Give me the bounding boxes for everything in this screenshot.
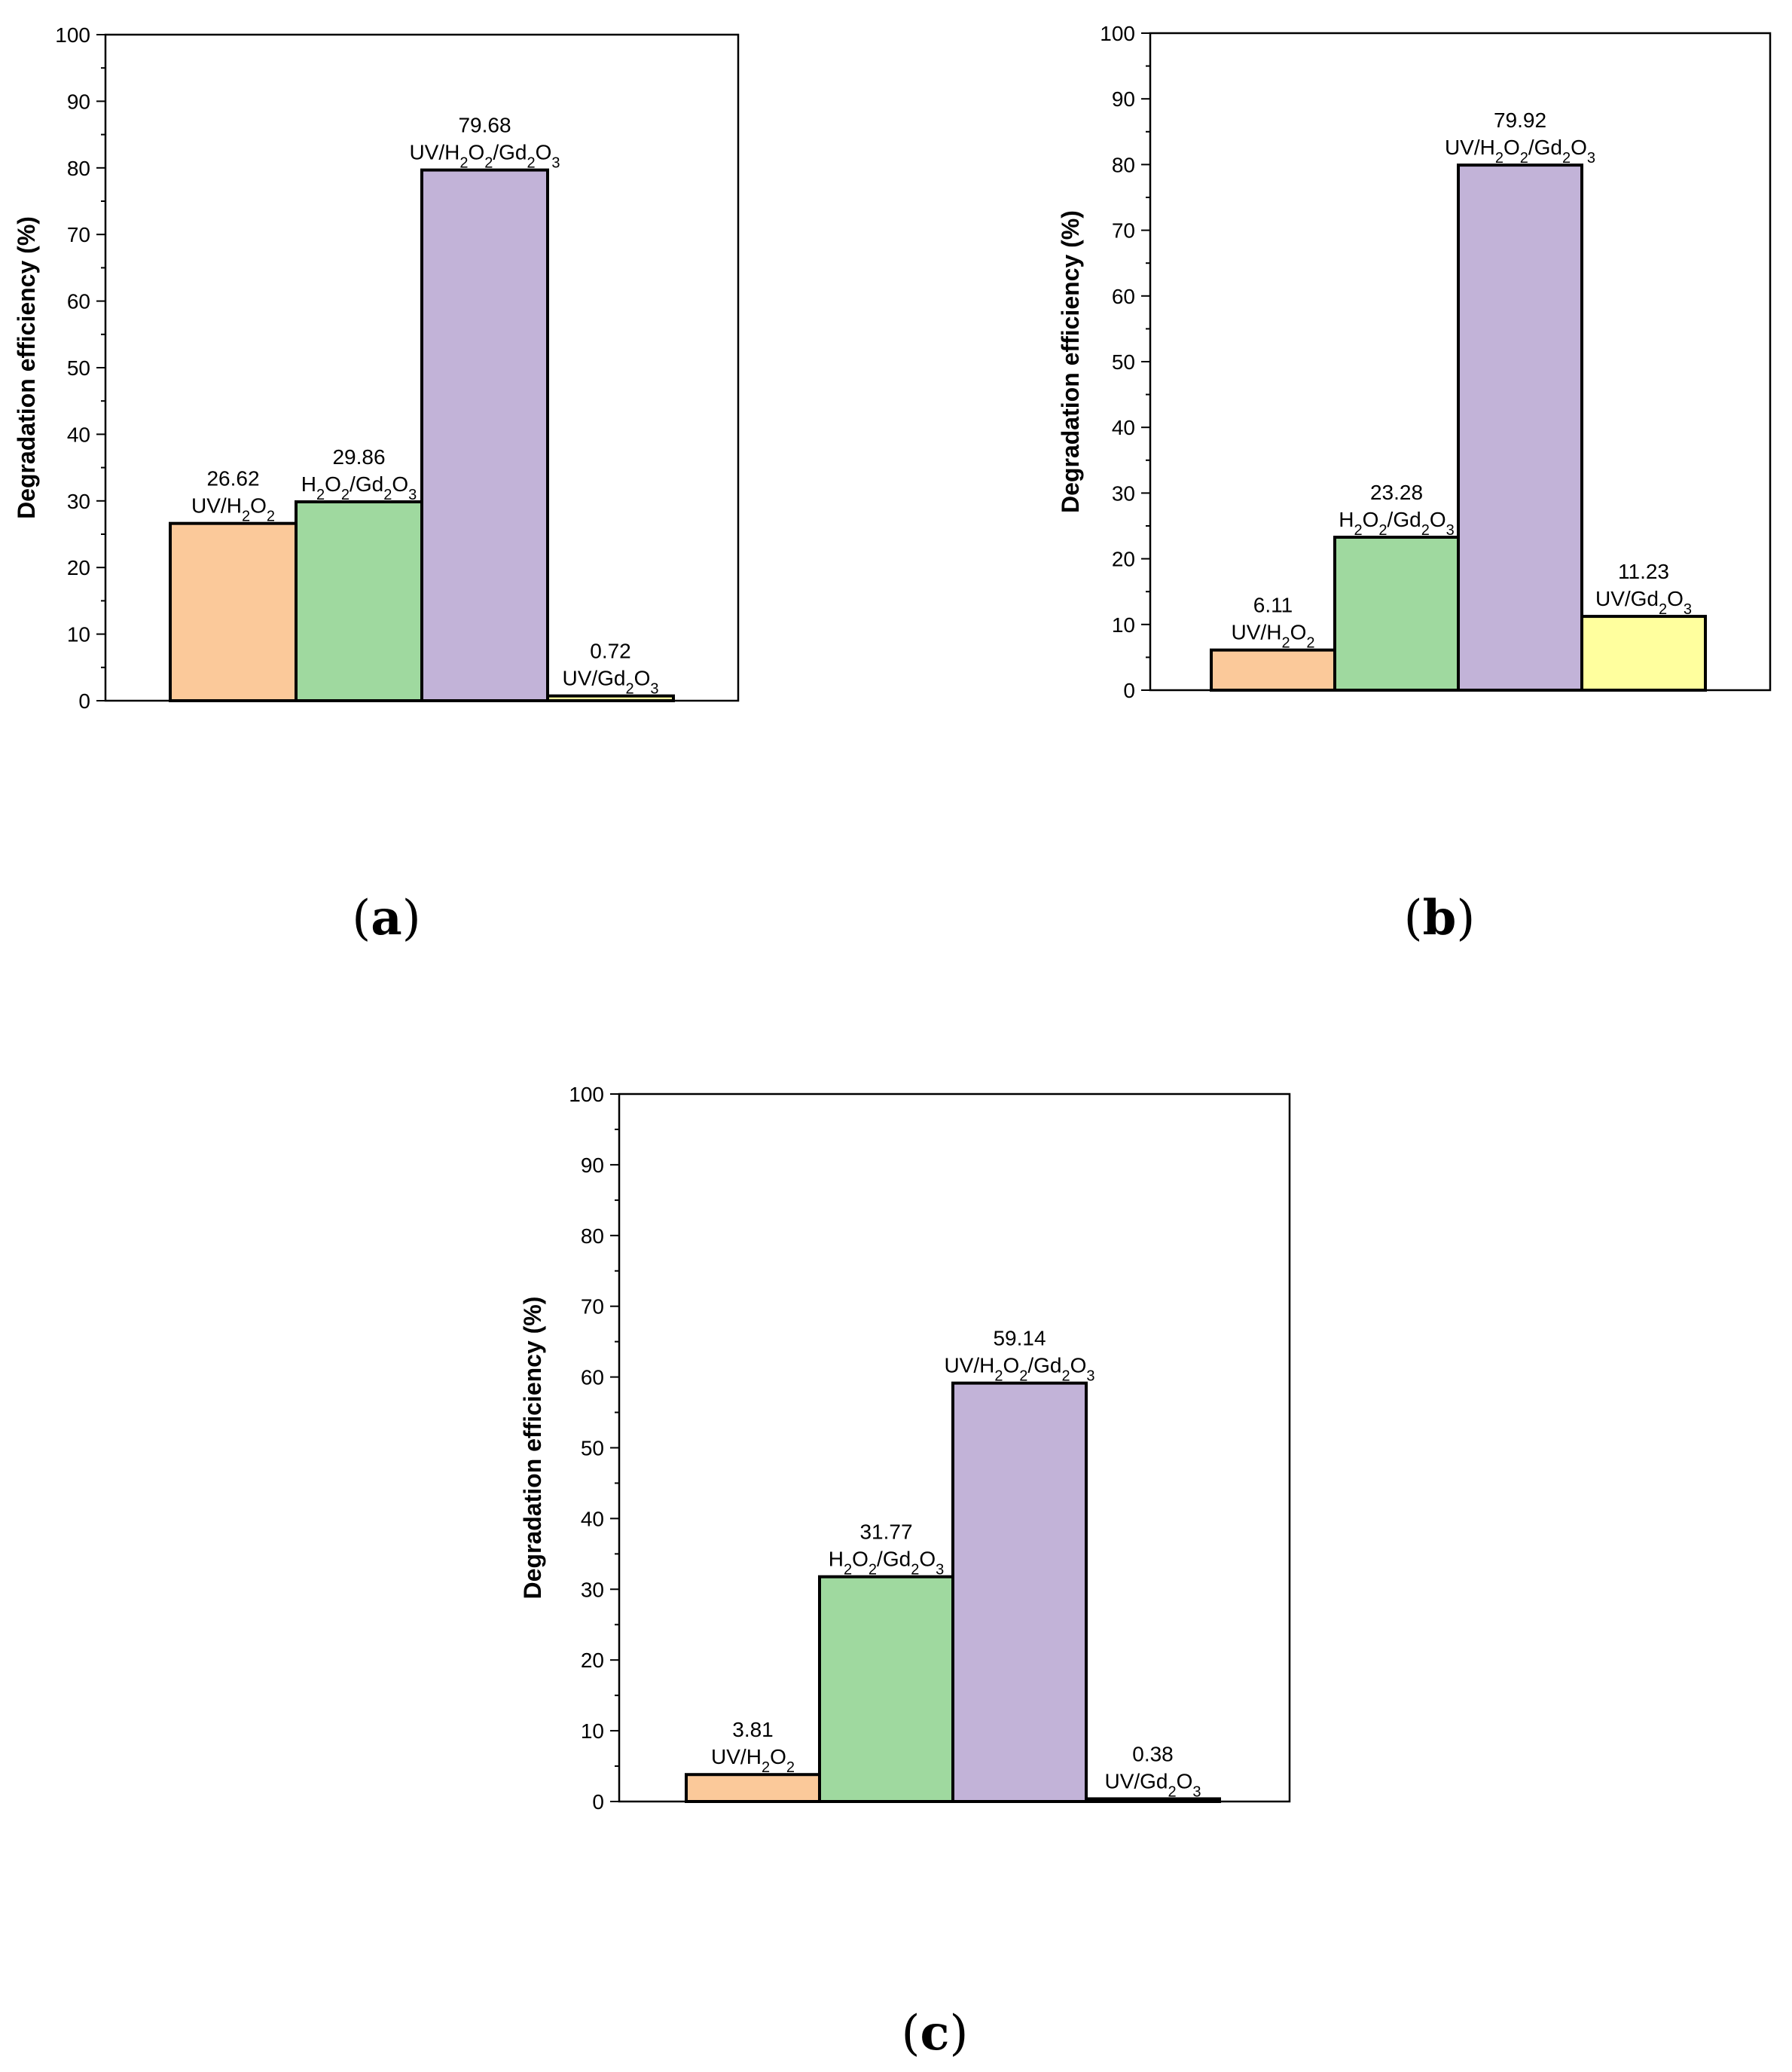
- y-tick-label: 70: [581, 1295, 604, 1319]
- bar-value-label: 29.86: [332, 445, 385, 469]
- y-tick-label: 10: [1112, 613, 1135, 637]
- bar: [818, 1575, 954, 1803]
- bar-category-label: UV/H2O2: [1232, 621, 1315, 652]
- bar-category-label: UV/H2O2/Gd2O3: [409, 141, 560, 172]
- bar-category-label: UV/H2O2: [191, 494, 275, 525]
- y-tick-label: 20: [581, 1649, 604, 1672]
- chart-panel-b: 0 10 20 30 40 50 60 70 80 90 100 Degradation effici…: [1057, 22, 1772, 702]
- y-tick-label: 30: [1112, 481, 1135, 505]
- y-tick-label: 60: [1112, 285, 1135, 308]
- y-tick-label: 30: [581, 1578, 604, 1601]
- y-tick-label: 40: [581, 1507, 604, 1530]
- bar-category-label: UV/H2O2/Gd2O3: [1445, 136, 1595, 167]
- bar: [1085, 1797, 1221, 1804]
- y-tick-label: 20: [1112, 548, 1135, 571]
- bar-value-label: 11.23: [1618, 560, 1669, 583]
- y-tick-label: 60: [581, 1366, 604, 1389]
- bar: [1210, 648, 1336, 692]
- y-tick-label: 100: [55, 23, 90, 47]
- bar: [295, 500, 423, 702]
- y-tick-label: 40: [1112, 416, 1135, 439]
- bar: [1333, 535, 1460, 692]
- panel-label-b: (b): [1404, 890, 1476, 946]
- y-tick-label: 50: [67, 356, 90, 380]
- bar-value-label: 0.38: [1132, 1742, 1174, 1765]
- y-tick-label: 30: [67, 490, 90, 513]
- y-tick-label: 0: [78, 689, 90, 713]
- y-tick-label: 50: [1112, 350, 1135, 374]
- y-tick-label: 70: [67, 223, 90, 246]
- y-tick-label: 10: [581, 1719, 604, 1743]
- y-tick-label: 80: [67, 157, 90, 180]
- bar-value-label: 6.11: [1253, 594, 1293, 617]
- y-axis-label: Degradation efficiency (%): [13, 216, 40, 519]
- y-tick-label: 80: [581, 1224, 604, 1248]
- bar: [546, 694, 675, 702]
- bar-category-label: UV/H2O2/Gd2O3: [944, 1354, 1094, 1385]
- y-tick-label: 100: [1100, 22, 1135, 45]
- bar-value-label: 31.77: [859, 1520, 912, 1544]
- bar-value-label: 59.14: [993, 1327, 1046, 1350]
- y-axis-label: Degradation efficiency (%): [519, 1297, 546, 1600]
- y-tick-label: 20: [67, 556, 90, 579]
- y-axis-label: Degradation efficiency (%): [1057, 210, 1084, 513]
- chart-panel-c: 0 10 20 30 40 50 60 70 80 90 100 Degradation effici…: [519, 1083, 1291, 1814]
- bar-value-label: 79.68: [458, 114, 511, 137]
- bar-value-label: 0.72: [590, 640, 631, 663]
- y-tick-label: 50: [581, 1437, 604, 1460]
- panel-label-c: (c): [902, 2005, 969, 2061]
- bar-value-label: 23.28: [1370, 481, 1423, 504]
- y-tick-label: 0: [1123, 679, 1135, 702]
- bar: [951, 1381, 1088, 1803]
- bar: [169, 521, 298, 702]
- y-tick-label: 40: [67, 423, 90, 446]
- y-tick-label: 0: [592, 1790, 604, 1814]
- y-tick-label: 70: [1112, 219, 1135, 243]
- bar-category-label: UV/Gd2O3: [562, 667, 658, 698]
- bar: [685, 1773, 821, 1804]
- bar-value-label: 79.92: [1494, 108, 1546, 132]
- bar-category-label: UV/Gd2O3: [1595, 587, 1692, 618]
- bar-value-label: 26.62: [206, 467, 259, 490]
- bar-category-label: UV/H2O2: [711, 1745, 795, 1776]
- bar: [1580, 615, 1707, 692]
- bar-category-label: H2O2/Gd2O3: [829, 1548, 944, 1578]
- y-tick-label: 80: [1112, 153, 1135, 176]
- bar-category-label: UV/Gd2O3: [1104, 1769, 1201, 1800]
- bar-value-label: 3.81: [732, 1718, 774, 1741]
- y-tick-label: 100: [569, 1083, 604, 1106]
- bar: [420, 168, 549, 703]
- bar-category-label: H2O2/Gd2O3: [301, 472, 417, 503]
- chart-panel-a: 0 10 20 30 40 50 60 70 80 90 100 Degradation effici…: [13, 23, 740, 713]
- y-tick-label: 90: [581, 1154, 604, 1177]
- y-tick-label: 60: [67, 290, 90, 313]
- y-tick-label: 10: [67, 623, 90, 646]
- y-tick-label: 90: [1112, 87, 1135, 111]
- bar: [1457, 163, 1583, 692]
- bar-category-label: H2O2/Gd2O3: [1339, 508, 1454, 539]
- panel-label-a: (a): [352, 890, 420, 946]
- y-tick-label: 90: [67, 90, 90, 113]
